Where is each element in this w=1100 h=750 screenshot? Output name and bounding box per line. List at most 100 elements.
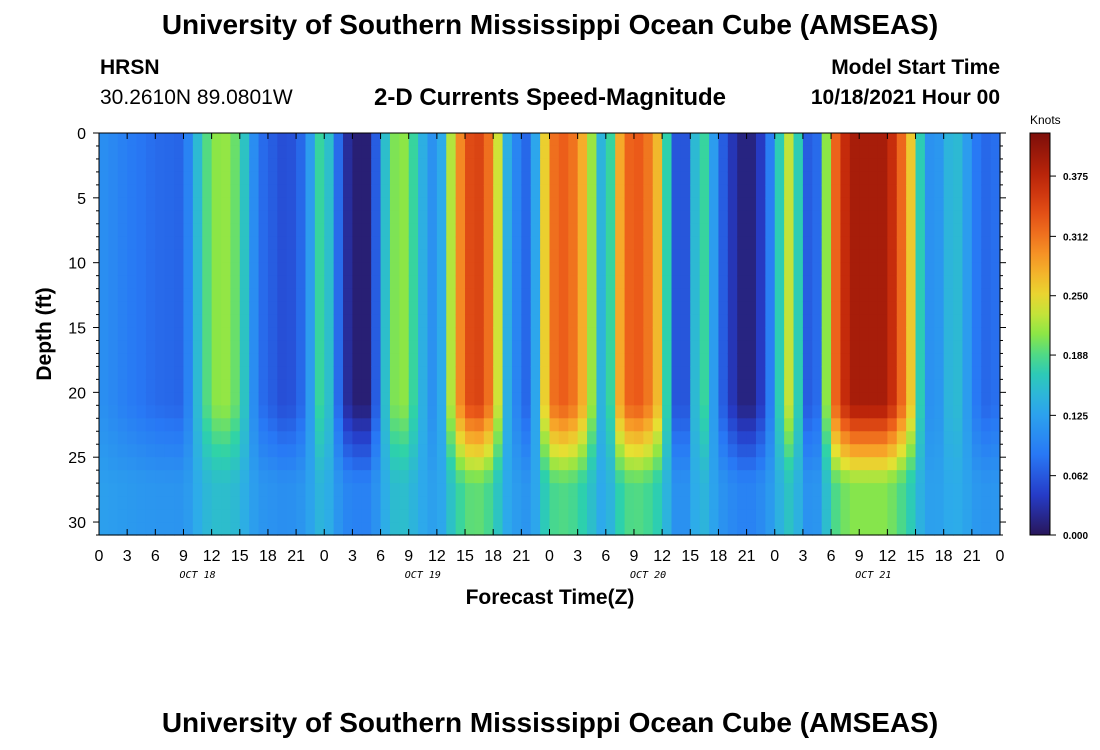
heat-cell	[211, 314, 222, 329]
heat-cell	[427, 275, 438, 290]
heat-cell	[755, 496, 766, 510]
heat-cell	[633, 236, 644, 251]
heat-cell	[643, 483, 654, 497]
heat-cell	[324, 444, 335, 458]
heat-cell	[746, 249, 757, 264]
heat-cell	[192, 496, 203, 510]
heat-cell	[680, 522, 691, 536]
heat-cell	[145, 158, 156, 173]
heat-cell	[343, 249, 354, 264]
heat-cell	[155, 210, 166, 225]
heat-cell	[802, 314, 813, 329]
heat-cell	[962, 223, 973, 238]
heat-cell	[727, 418, 738, 432]
heat-cell	[258, 366, 269, 380]
heat-cell	[596, 223, 607, 238]
heat-cell	[108, 275, 119, 290]
heat-cell	[530, 496, 541, 510]
heat-cell	[671, 522, 682, 536]
heat-cell	[483, 340, 494, 355]
heat-cell	[577, 314, 588, 329]
heat-cell	[436, 133, 447, 147]
heat-cell	[136, 145, 147, 160]
heat-cell	[117, 262, 128, 277]
heat-cell	[596, 366, 607, 380]
heat-cell	[202, 353, 213, 368]
heat-cell	[446, 353, 457, 368]
heat-cell	[849, 236, 860, 251]
heat-cell	[427, 262, 438, 277]
heat-cell	[502, 392, 513, 406]
heat-cell	[521, 470, 532, 484]
heat-cell	[540, 184, 551, 199]
heat-cell	[296, 496, 307, 510]
heat-cell	[962, 405, 973, 419]
heat-cell	[427, 171, 438, 186]
heat-cell	[408, 275, 419, 290]
heat-cell	[436, 405, 447, 419]
heat-cell	[155, 392, 166, 406]
heat-cell	[643, 301, 654, 316]
heat-cell	[727, 301, 738, 316]
heat-cell	[249, 340, 260, 355]
heat-cell	[127, 275, 138, 290]
heat-cell	[427, 522, 438, 536]
heat-cell	[493, 405, 504, 419]
heat-cell	[361, 444, 372, 458]
heat-cell	[305, 418, 316, 432]
heat-cell	[727, 431, 738, 445]
heat-cell	[455, 301, 466, 316]
heat-cell	[540, 275, 551, 290]
heat-cell	[962, 444, 973, 458]
heat-cell	[136, 262, 147, 277]
heat-cell	[371, 314, 382, 329]
heat-cell	[286, 327, 297, 342]
heat-cell	[221, 236, 231, 251]
heat-cell	[361, 522, 372, 536]
heat-cell	[802, 301, 813, 316]
heat-cell	[737, 275, 748, 290]
heat-cell	[849, 158, 860, 173]
heat-cell	[953, 184, 964, 199]
heat-cell	[117, 133, 128, 147]
heat-cell	[418, 405, 429, 419]
heat-cell	[521, 522, 532, 536]
heat-cell	[324, 431, 335, 445]
heat-cell	[511, 184, 522, 199]
heat-cell	[568, 197, 579, 212]
heat-cell	[108, 470, 119, 484]
heat-cell	[361, 314, 372, 329]
heat-cell	[277, 223, 288, 238]
heat-cell	[127, 457, 138, 471]
heat-cell	[530, 405, 541, 419]
heat-cell	[408, 496, 419, 510]
heat-cell	[286, 340, 297, 355]
heat-cell	[633, 431, 644, 445]
heat-cell	[145, 405, 156, 419]
heat-cell	[962, 366, 973, 380]
heat-cell	[549, 340, 560, 355]
heat-cell	[474, 522, 485, 536]
heat-cell	[127, 197, 138, 212]
heat-cell	[727, 158, 738, 173]
heat-cell	[192, 223, 203, 238]
y-tick-label: 5	[77, 191, 86, 208]
heat-cell	[971, 353, 982, 368]
heat-cell	[680, 327, 691, 342]
heat-cell	[380, 171, 391, 186]
heat-cell	[934, 379, 945, 393]
heat-cell	[455, 314, 466, 329]
heat-cell	[868, 197, 879, 212]
heat-cell	[934, 314, 945, 329]
heat-cell	[680, 483, 691, 497]
heat-cell	[812, 509, 823, 523]
heat-cell	[709, 444, 720, 458]
heat-cell	[624, 509, 635, 523]
heat-cell	[127, 470, 138, 484]
heat-cell	[915, 379, 926, 393]
heat-cell	[662, 405, 673, 419]
heat-cell	[784, 288, 795, 303]
heat-cell	[174, 249, 185, 264]
heat-cell	[164, 431, 175, 445]
heat-cell	[465, 223, 476, 238]
